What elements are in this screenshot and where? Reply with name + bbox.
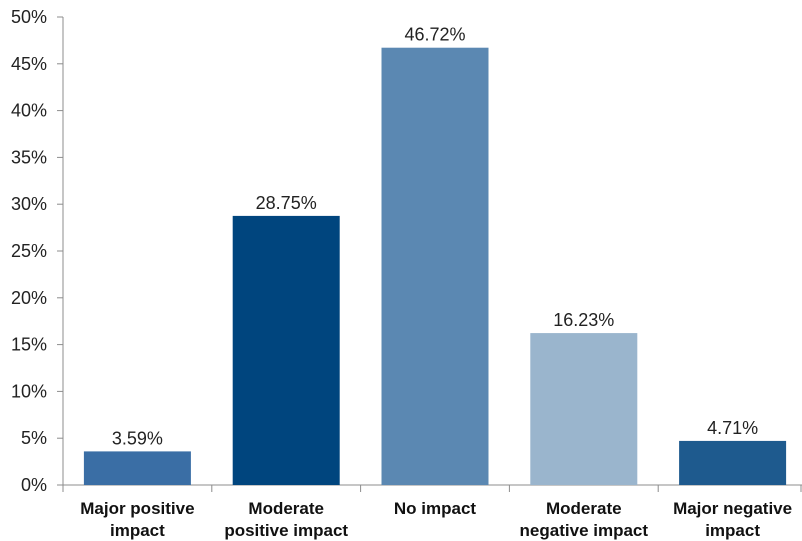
bar bbox=[232, 215, 340, 485]
y-tick-label: 30% bbox=[11, 194, 47, 214]
y-tick-label: 50% bbox=[11, 7, 47, 27]
x-category-label-line: Major negative bbox=[673, 499, 792, 518]
x-category-label-line: Major positive bbox=[80, 499, 194, 518]
x-category-label: Major positive impact bbox=[80, 499, 194, 540]
y-tick-label: 15% bbox=[11, 335, 47, 355]
bar bbox=[679, 440, 787, 485]
x-category-label-line: positive impact bbox=[224, 521, 348, 540]
x-category-label: Moderate negative impact bbox=[520, 499, 649, 540]
x-category-label-line: negative impact bbox=[520, 521, 649, 540]
y-tick-label: 35% bbox=[11, 147, 47, 167]
x-category-label-line: No impact bbox=[394, 499, 477, 518]
y-tick-label: 25% bbox=[11, 241, 47, 261]
x-category-label-line: Moderate bbox=[546, 499, 622, 518]
bar bbox=[83, 451, 191, 485]
x-category-label-line: impact bbox=[705, 521, 760, 540]
x-category-label-line: impact bbox=[110, 521, 165, 540]
y-tick-label: 10% bbox=[11, 381, 47, 401]
x-category-label: No impact bbox=[394, 499, 477, 518]
data-label: 28.75% bbox=[256, 193, 317, 213]
y-tick-label: 20% bbox=[11, 288, 47, 308]
y-tick-label: 0% bbox=[21, 475, 47, 495]
chart-bars bbox=[83, 47, 787, 485]
data-label: 46.72% bbox=[404, 25, 465, 45]
chart-axes: 0% 5% 10% 15% 20% 25% 30% 35% 40% 45% 50% bbox=[11, 7, 802, 495]
data-label: 16.23% bbox=[553, 310, 614, 330]
x-category-label-line: Moderate bbox=[248, 499, 324, 518]
data-label: 3.59% bbox=[112, 428, 163, 448]
chart-labels: 3.59% Major positive impact 28.75% Moderate p… bbox=[80, 25, 792, 540]
x-category-label: Major negative impact bbox=[673, 499, 792, 540]
y-tick-label: 45% bbox=[11, 54, 47, 74]
bar bbox=[381, 47, 489, 485]
y-tick-label: 5% bbox=[21, 428, 47, 448]
x-category-label: Moderate positive impact bbox=[224, 499, 348, 540]
y-tick-label: 40% bbox=[11, 101, 47, 121]
data-label: 4.71% bbox=[707, 418, 758, 438]
bar bbox=[530, 333, 638, 485]
